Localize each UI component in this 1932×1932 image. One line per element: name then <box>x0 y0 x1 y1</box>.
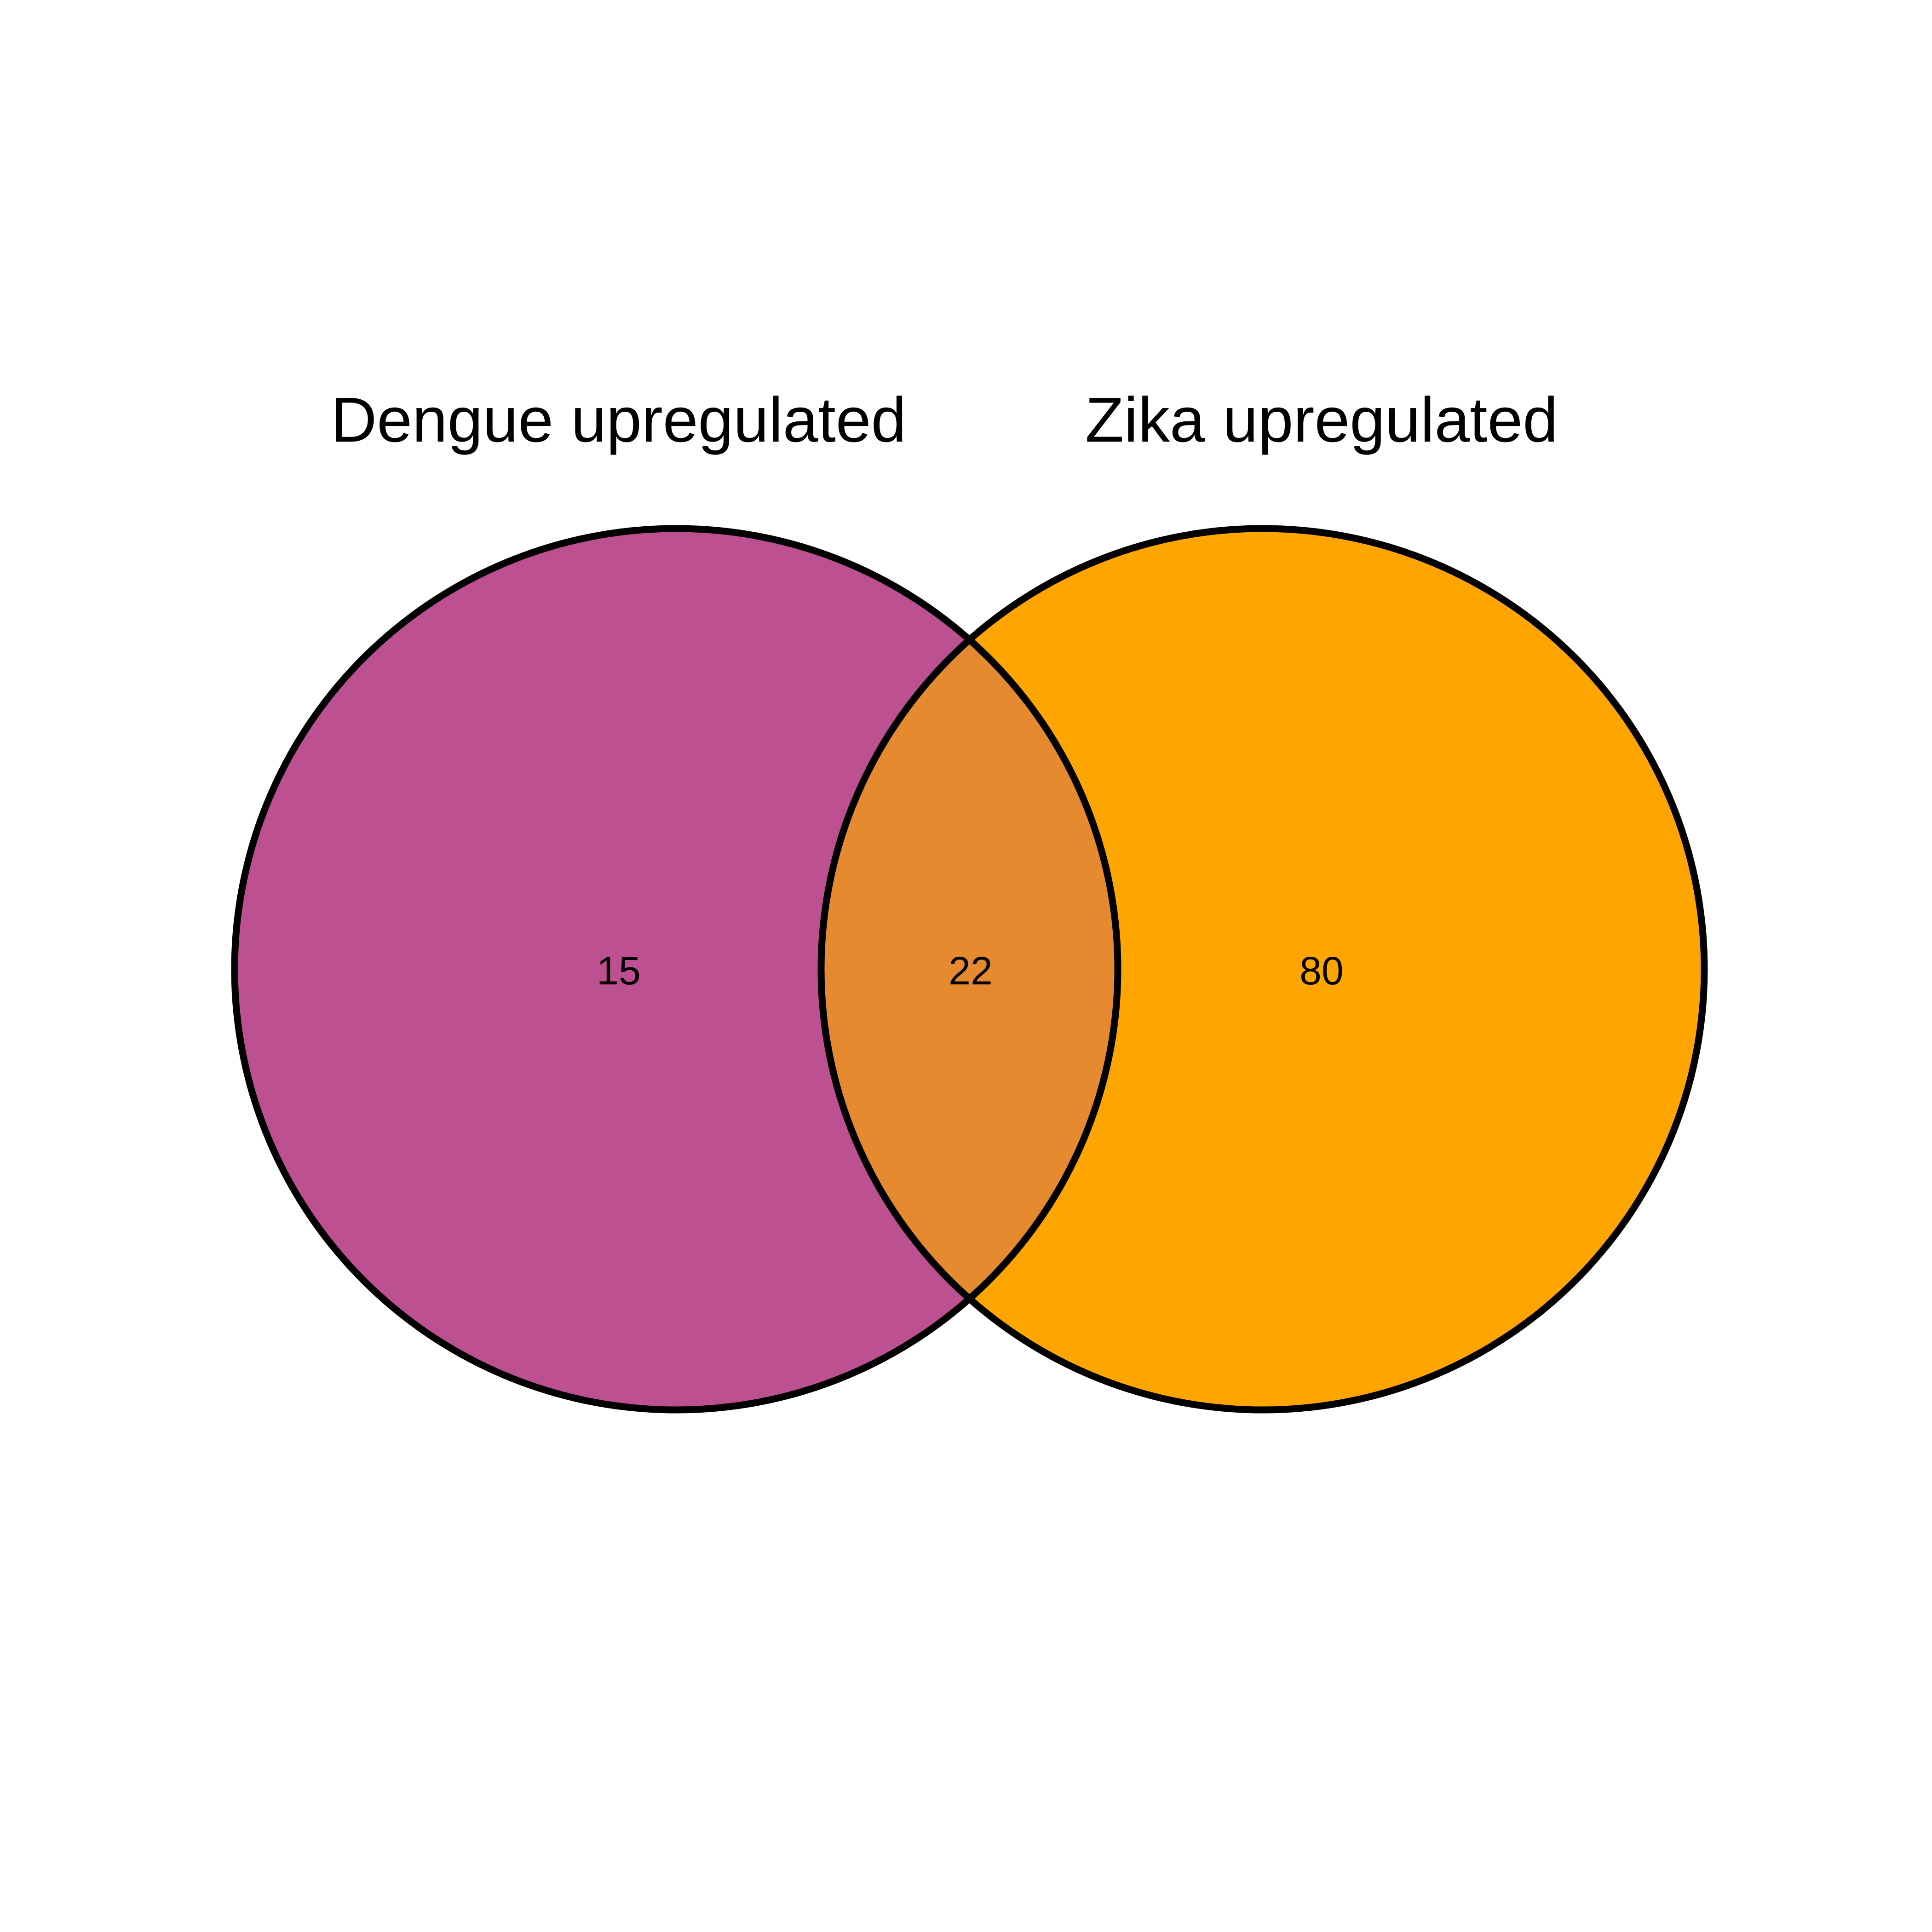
intersection-region <box>821 529 1118 1410</box>
zika-set-outline <box>817 525 1708 1414</box>
zika-only-count: 80 <box>1300 949 1344 993</box>
intersection-count: 22 <box>949 949 993 993</box>
zika-set-title: Zika upregulated <box>1085 385 1558 455</box>
dengue-set-title: Dengue upregulated <box>331 385 907 455</box>
dengue-set-outline <box>231 525 1121 1414</box>
dengue-only-count: 15 <box>597 949 641 993</box>
